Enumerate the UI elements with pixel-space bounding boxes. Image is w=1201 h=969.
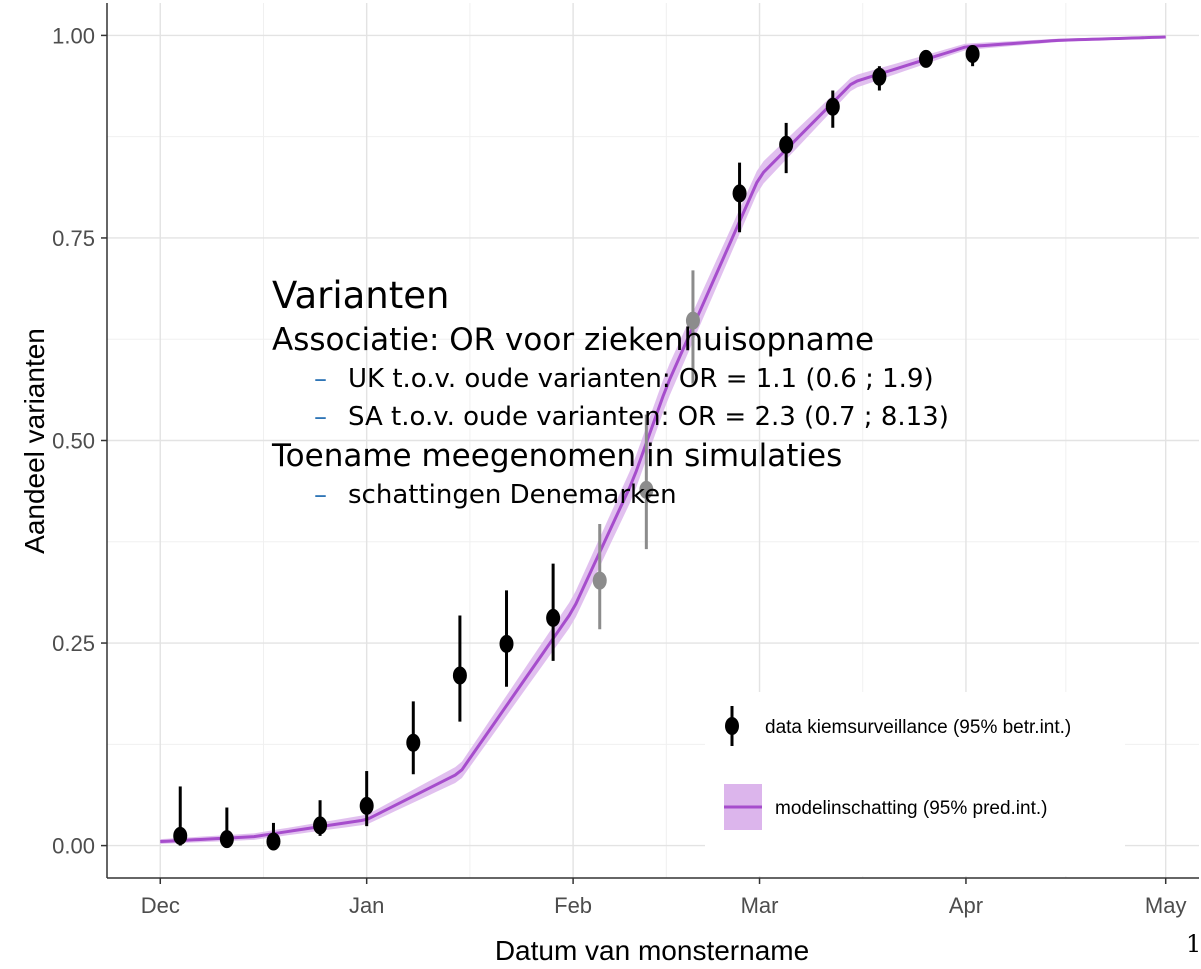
legend: data kiemsurveillance (95% betr.int.) mod… — [705, 692, 1125, 876]
legend-label-data: data kiemsurveillance (95% betr.int.) — [765, 717, 1071, 738]
data-point — [965, 45, 980, 64]
legend-key-point — [725, 717, 739, 735]
bullet-dash: – — [314, 480, 327, 510]
data-point — [359, 796, 374, 815]
bullet-text: UK t.o.v. oude varianten: OR = 1.1 (0.6 … — [348, 364, 934, 394]
data-point — [919, 49, 933, 68]
data-point — [219, 830, 234, 849]
data-point-faded — [592, 571, 607, 590]
x-tick-label: Feb — [554, 893, 592, 918]
overlay-bullet-sa: – SA t.o.v. oude varianten: OR = 2.3 (0.7… — [272, 398, 949, 436]
data-point — [732, 184, 747, 203]
data-point — [266, 832, 281, 851]
x-tick-label: Apr — [949, 893, 983, 918]
bullet-text: SA t.o.v. oude varianten: OR = 2.3 (0.7 … — [348, 402, 949, 432]
x-tick-label: Jan — [349, 893, 384, 918]
overlay-line-association: Associatie: OR voor ziekenhuisopname — [272, 322, 875, 358]
data-point-faded — [639, 480, 654, 499]
data-point — [779, 135, 794, 154]
model-line — [160, 35, 1166, 844]
y-tick-label: 0.50 — [52, 429, 95, 454]
legend-background — [705, 692, 1125, 876]
x-tick-label: Mar — [741, 893, 779, 918]
y-axis-title: Aandeel varianten — [19, 328, 50, 554]
y-tick-label: 0.25 — [52, 631, 95, 656]
gridlines — [107, 3, 1199, 878]
data-point — [499, 634, 514, 653]
bullet-text: schattingen Denemarken — [348, 480, 677, 510]
overlay-bullet-denmark: – schattingen Denemarken — [272, 476, 949, 514]
data-point — [872, 67, 887, 86]
data-point — [313, 816, 328, 835]
y-tick-label: 0.75 — [52, 226, 95, 251]
bullet-dash: – — [314, 402, 327, 432]
x-axis-title: Datum van monstername — [495, 935, 809, 966]
data-points — [173, 45, 980, 851]
data-point — [546, 608, 561, 627]
legend-label-model: modelinschatting (95% pred.int.) — [775, 798, 1047, 819]
data-point — [173, 826, 188, 845]
bullet-dash: – — [314, 364, 327, 394]
axes: 0.00 0.25 0.50 0.75 1.00 Dec Jan Feb Mar Apr May — [52, 3, 1199, 918]
y-tick-label: 0.00 — [52, 834, 95, 859]
data-point-faded — [685, 311, 700, 330]
overlay-title: Varianten — [272, 274, 450, 317]
y-tick-label: 1.00 — [52, 23, 95, 48]
model-band — [160, 35, 1166, 844]
data-point — [825, 97, 840, 116]
data-point — [452, 666, 467, 685]
slide-text-overlay: Varianten Associatie: OR voor ziekenhuis… — [272, 272, 949, 514]
x-tick-label: Dec — [141, 893, 180, 918]
data-point — [406, 733, 421, 752]
page-number: 1 — [1186, 930, 1201, 958]
x-tick-label: May — [1145, 893, 1187, 918]
overlay-bullet-uk: – UK t.o.v. oude varianten: OR = 1.1 (0.6… — [272, 360, 949, 398]
overlay-line-increase: Toename meegenomen in simulaties — [272, 438, 843, 474]
